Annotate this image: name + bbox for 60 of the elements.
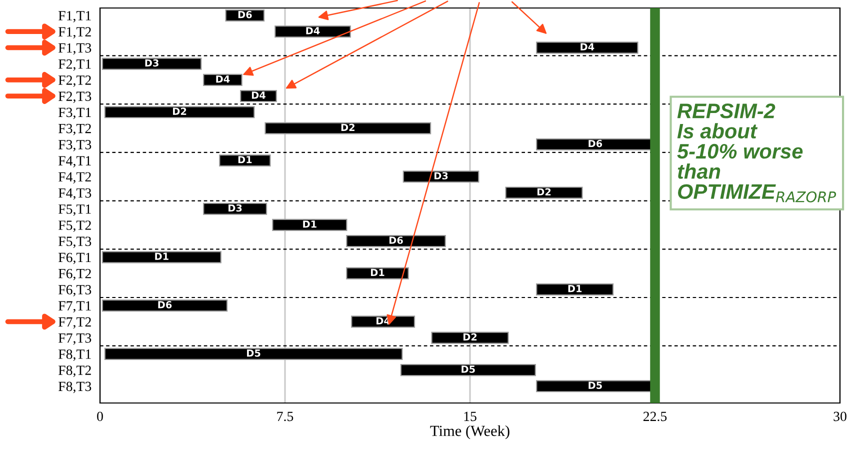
data-label: D4 — [306, 27, 320, 34]
y-tick-label: F3,T1 — [58, 108, 91, 120]
y-tick-label: F1,T3 — [58, 43, 92, 55]
y-tick-label: F8,T2 — [58, 366, 91, 377]
data-label: D1 — [568, 285, 582, 292]
y-tick-label: F7,T1 — [58, 301, 91, 313]
bar — [402, 170, 480, 183]
data-label: D2 — [341, 124, 354, 131]
bar — [274, 26, 351, 38]
x-tick-label: 15 — [464, 412, 476, 422]
data-label: D6 — [238, 10, 252, 18]
data-label: D3 — [145, 59, 158, 67]
y-tick-label: F8,T1 — [58, 349, 91, 361]
y-tick-label: F1,T2 — [58, 27, 91, 39]
data-label: D4 — [580, 43, 594, 50]
y-tick-label: F1,T1 — [58, 11, 91, 22]
y-tick-label: F7,T3 — [58, 333, 92, 345]
data-label: D1 — [370, 268, 384, 276]
data-label: D1 — [238, 156, 252, 164]
y-tick-label: F7,T2 — [58, 317, 91, 329]
y-tick-label: F6,T3 — [58, 285, 92, 296]
data-label: D4 — [216, 76, 230, 83]
data-label: D3 — [434, 172, 448, 180]
data-label: D1 — [155, 252, 168, 260]
y-tick-label: F8,T3 — [58, 382, 92, 394]
data-label: D2 — [537, 188, 551, 196]
data-label: D5 — [462, 366, 475, 373]
x-tick-label: 30 — [834, 412, 846, 422]
data-label: D5 — [247, 350, 260, 357]
data-label: D4 — [252, 92, 266, 99]
y-tick-label: F4,T3 — [58, 188, 92, 200]
y-tick-label: F5,T1 — [58, 204, 91, 216]
x-tick-label: 22.5 — [643, 412, 667, 422]
data-label: D1 — [303, 220, 316, 228]
y-tick-label: F2,T3 — [58, 92, 92, 103]
data-label: D6 — [588, 140, 602, 148]
data-label: D5 — [588, 382, 602, 389]
data-label: D3 — [228, 204, 242, 212]
x-tick-label: 7.5 — [277, 412, 294, 422]
data-label: D2 — [173, 108, 186, 115]
y-tick-label: F2,T2 — [58, 76, 91, 87]
annotation: REPSIM-2 Is about 5-10% worse than OPTIMIZE$_{RAZORP}$ — [677, 104, 836, 202]
y-tick-label: F5,T3 — [58, 236, 92, 248]
y-tick-label: F4,T1 — [58, 156, 91, 168]
data-label: D6 — [389, 236, 403, 244]
y-tick-label: F4,T2 — [58, 172, 91, 184]
bar — [264, 122, 432, 134]
bar — [400, 364, 536, 376]
y-tick-label: F5,T2 — [58, 220, 91, 232]
bar — [272, 218, 348, 232]
bar — [346, 267, 409, 280]
y-tick-label: F6,T1 — [58, 252, 91, 264]
y-tick-label: F2,T1 — [58, 59, 91, 71]
x-axis-title: Time (Week) — [430, 425, 510, 440]
y-tick-label: F6,T2 — [58, 268, 91, 280]
data-label: D6 — [158, 301, 172, 308]
y-tick-label: F3,T3 — [58, 140, 92, 152]
data-label: D2 — [463, 333, 477, 340]
y-tick-label: F3,T2 — [58, 124, 91, 136]
x-tick-label: 0 — [97, 412, 103, 422]
